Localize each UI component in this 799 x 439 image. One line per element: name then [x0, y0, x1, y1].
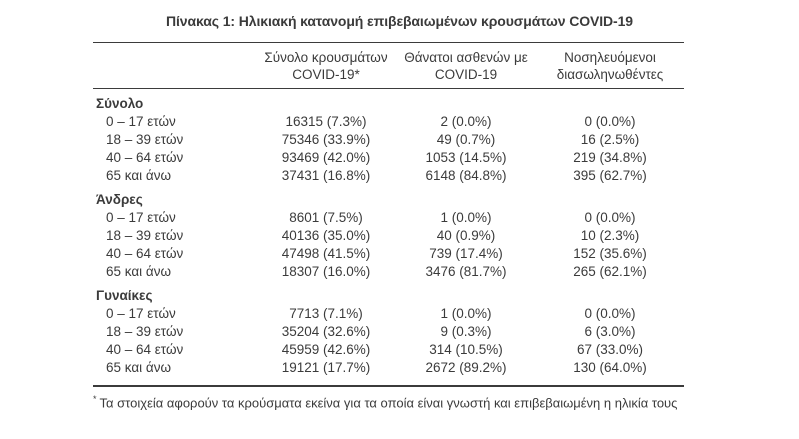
- intubated-cell: 6 (3.0%): [584, 324, 636, 339]
- cases-cell: 7713 (7.1%): [289, 306, 363, 321]
- intubated-cell: 130 (64.0%): [573, 360, 647, 375]
- footnote-text: Τα στοιχεία αφορούν τα κρούσματα εκείνα …: [99, 395, 678, 411]
- table-row: 0 – 17 ετών 7713 (7.1%) 1 (0.0%) 0 (0.0%…: [93, 305, 684, 323]
- age-group-label: 40 – 64 ετών: [106, 342, 184, 357]
- deaths-cell: 6148 (84.8%): [425, 168, 507, 183]
- age-group-label: 18 – 39 ετών: [106, 228, 184, 243]
- age-group-label: 40 – 64 ετών: [106, 150, 184, 165]
- deaths-cell: 3476 (81.7%): [425, 264, 507, 279]
- cases-cell: 37431 (16.8%): [281, 168, 371, 183]
- deaths-cell: 1053 (14.5%): [425, 150, 507, 165]
- age-group-label: 0 – 17 ετών: [106, 114, 176, 129]
- cases-cell: 75346 (33.9%): [281, 132, 371, 147]
- age-group-label: 65 και άνω: [106, 360, 172, 375]
- column-header-deaths-line2: COVID-19: [434, 67, 498, 82]
- age-group-label: 0 – 17 ετών: [106, 210, 176, 225]
- cases-cell: 45959 (42.6%): [281, 342, 371, 357]
- cases-cell: 40136 (35.0%): [281, 228, 371, 243]
- cases-cell: 16315 (7.3%): [285, 114, 367, 129]
- column-header-intubated-line2: διασωληνωθέντες: [556, 67, 664, 82]
- age-group-label: 18 – 39 ετών: [106, 132, 184, 147]
- footnote-marker: *: [93, 394, 97, 404]
- deaths-cell: 9 (0.3%): [440, 324, 492, 339]
- deaths-cell: 2 (0.0%): [440, 114, 492, 129]
- cases-cell: 18307 (16.0%): [281, 264, 371, 279]
- age-group-label: 40 – 64 ετών: [106, 246, 184, 261]
- column-header-intubated: Νοσηλευόμενοι διασωληνωθέντες: [536, 42, 684, 89]
- deaths-cell: 1 (0.0%): [440, 210, 492, 225]
- intubated-cell: 0 (0.0%): [584, 306, 636, 321]
- column-header-blank: [93, 42, 256, 89]
- intubated-cell: 152 (35.6%): [573, 246, 647, 261]
- column-header-cases: Σύνολο κρουσμάτων COVID-19*: [256, 42, 396, 89]
- section-label: Σύνολο: [96, 96, 144, 111]
- age-group-label: 65 και άνω: [106, 168, 172, 183]
- deaths-cell: 739 (17.4%): [429, 246, 503, 261]
- table-row: 18 – 39 ετών 40136 (35.0%) 40 (0.9%) 10 …: [93, 227, 684, 245]
- section-label: Γυναίκες: [96, 288, 153, 303]
- cases-cell: 19121 (17.7%): [281, 360, 371, 375]
- deaths-cell: 314 (10.5%): [429, 342, 503, 357]
- age-group-label: 18 – 39 ετών: [106, 324, 184, 339]
- intubated-cell: 16 (2.5%): [580, 132, 640, 147]
- column-header-intubated-line1: Νοσηλευόμενοι: [564, 50, 656, 65]
- age-group-label: 0 – 17 ετών: [106, 306, 176, 321]
- column-header-deaths-line1: Θάνατοι ασθενών με: [404, 50, 528, 65]
- intubated-cell: 265 (62.1%): [573, 264, 647, 279]
- cases-cell: 93469 (42.0%): [281, 150, 371, 165]
- table-row: 18 – 39 ετών 75346 (33.9%) 49 (0.7%) 16 …: [93, 131, 684, 149]
- table-row: 18 – 39 ετών 35204 (32.6%) 9 (0.3%) 6 (3…: [93, 323, 684, 341]
- covid-age-distribution-table: Σύνολο κρουσμάτων COVID-19* Θάνατοι ασθε…: [93, 42, 684, 387]
- intubated-cell: 67 (33.0%): [576, 342, 644, 357]
- table-row: 65 και άνω 18307 (16.0%) 3476 (81.7%) 26…: [93, 263, 684, 281]
- table-row: 40 – 64 ετών 47498 (41.5%) 739 (17.4%) 1…: [93, 245, 684, 263]
- section-header-total: Σύνολο: [93, 89, 684, 114]
- intubated-cell: 0 (0.0%): [584, 114, 636, 129]
- table-footnote: * Τα στοιχεία αφορούν τα κρούσματα εκείνα…: [93, 391, 684, 411]
- intubated-cell: 0 (0.0%): [584, 210, 636, 225]
- cases-cell: 8601 (7.5%): [289, 210, 363, 225]
- intubated-cell: 10 (2.3%): [580, 228, 640, 243]
- age-group-label: 65 και άνω: [106, 264, 172, 279]
- table-header: Σύνολο κρουσμάτων COVID-19* Θάνατοι ασθε…: [93, 42, 684, 89]
- deaths-cell: 40 (0.9%): [436, 228, 496, 243]
- section-label: Άνδρες: [96, 192, 143, 207]
- table-row: 40 – 64 ετών 45959 (42.6%) 314 (10.5%) 6…: [93, 341, 684, 359]
- intubated-cell: 219 (34.8%): [573, 150, 647, 165]
- deaths-cell: 49 (0.7%): [436, 132, 496, 147]
- table-row: 40 – 64 ετών 93469 (42.0%) 1053 (14.5%) …: [93, 149, 684, 167]
- section-header-men: Άνδρες: [93, 185, 684, 209]
- table-row: 0 – 17 ετών 8601 (7.5%) 1 (0.0%) 0 (0.0%…: [93, 209, 684, 227]
- column-header-cases-line1: Σύνολο κρουσμάτων: [264, 50, 388, 65]
- column-header-cases-line2: COVID-19*: [292, 67, 360, 82]
- section-header-women: Γυναίκες: [93, 281, 684, 305]
- table-row: 0 – 17 ετών 16315 (7.3%) 2 (0.0%) 0 (0.0…: [93, 113, 684, 131]
- cases-cell: 47498 (41.5%): [281, 246, 371, 261]
- cases-cell: 35204 (32.6%): [281, 324, 371, 339]
- intubated-cell: 395 (62.7%): [573, 168, 647, 183]
- deaths-cell: 1 (0.0%): [440, 306, 492, 321]
- table-row: 65 και άνω 37431 (16.8%) 6148 (84.8%) 39…: [93, 167, 684, 185]
- table-row: 65 και άνω 19121 (17.7%) 2672 (89.2%) 13…: [93, 359, 684, 386]
- deaths-cell: 2672 (89.2%): [425, 360, 507, 375]
- page-title: Πίνακας 1: Ηλικιακή κατανομή επιβεβαιωμέ…: [166, 13, 633, 29]
- column-header-deaths: Θάνατοι ασθενών με COVID-19: [396, 42, 536, 89]
